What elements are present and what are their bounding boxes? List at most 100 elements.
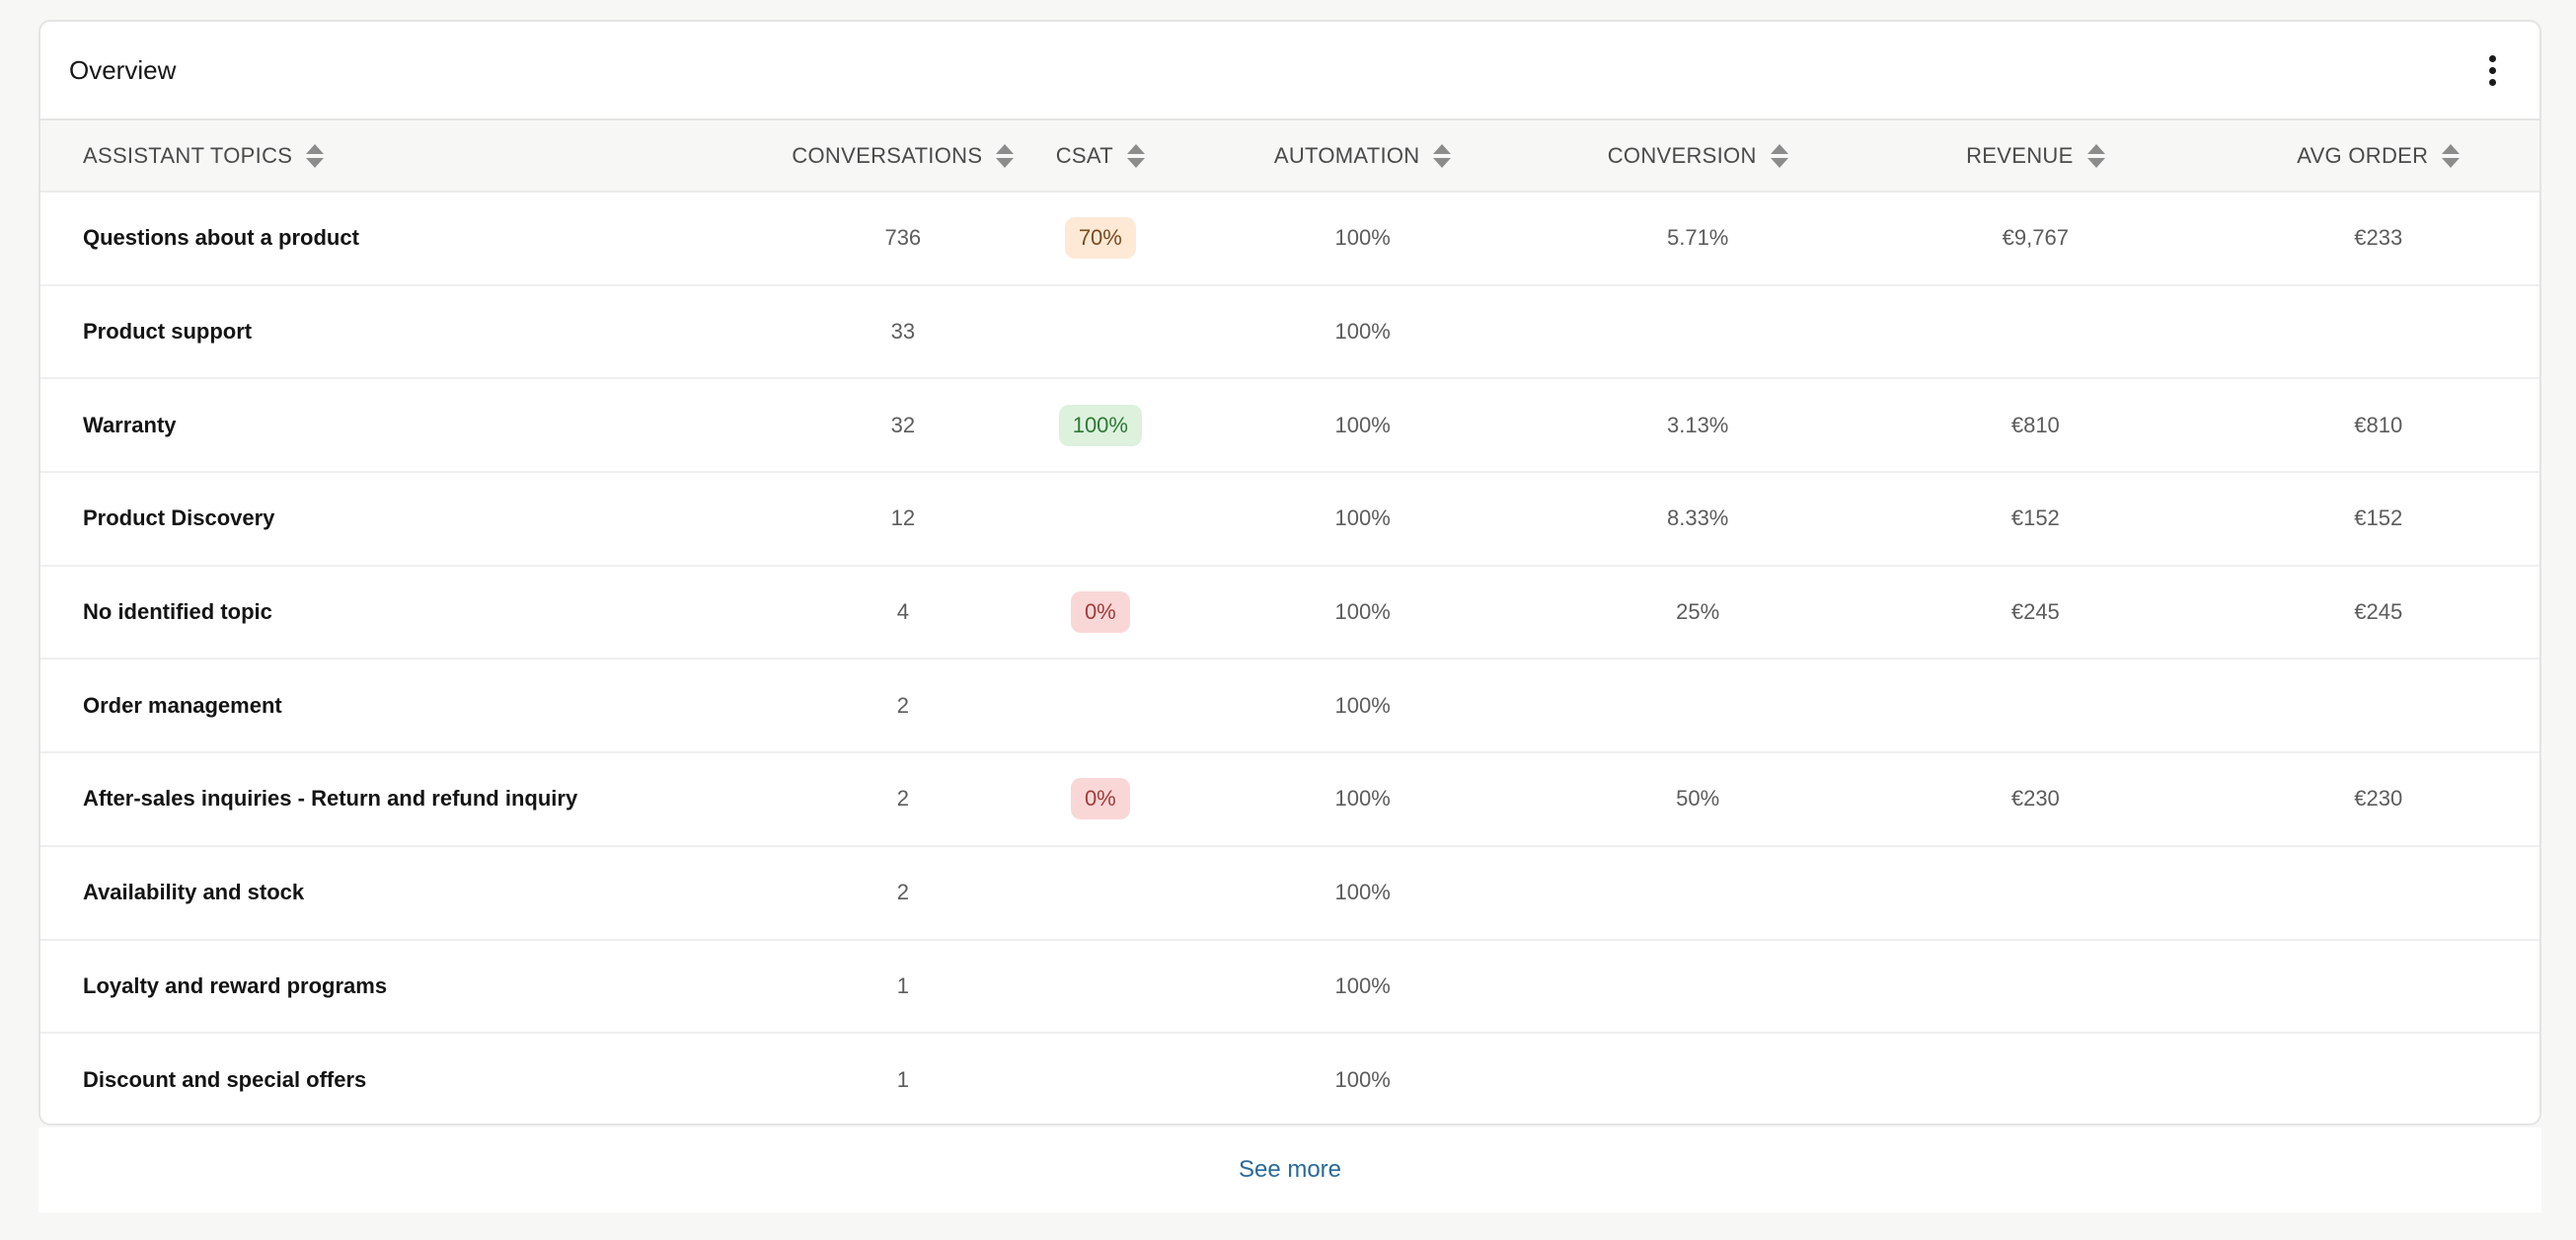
column-header-conversations[interactable]: CONVERSATIONS (789, 120, 1018, 192)
conversations-cell: 4 (896, 599, 909, 625)
table-row[interactable]: Order management 2 100% (40, 659, 2539, 753)
column-header-label: CONVERSION (1607, 142, 1757, 168)
sort-icon[interactable] (2442, 143, 2461, 168)
conversion-cell: 3.13% (1666, 412, 1729, 437)
column-header-label: AVG ORDER (2297, 142, 2429, 168)
conversion-cell (1542, 285, 1854, 379)
table-row[interactable]: Product support 33 100% (40, 285, 2539, 379)
table-row[interactable]: Product Discovery 12 100% 8.33% €152 €152 (40, 472, 2539, 566)
revenue-cell (1854, 846, 2217, 940)
revenue-cell (1854, 659, 2217, 752)
topic-cell: After-sales inquiries - Return and refun… (83, 786, 578, 812)
conversations-cell: 2 (896, 692, 909, 718)
conversion-cell: 25% (1676, 599, 1720, 625)
avg-order-cell (2218, 940, 2539, 1034)
automation-cell: 100% (1334, 412, 1391, 437)
conversion-cell (1542, 940, 1854, 1034)
column-header-inner: CONVERSION (1608, 143, 1788, 169)
column-header-assistant-topics[interactable]: ASSISTANT TOPICS (40, 120, 789, 192)
conversations-cell: 1 (896, 972, 909, 998)
conversations-cell: 2 (896, 880, 909, 905)
card-header: Overview (40, 22, 2539, 120)
automation-cell: 100% (1334, 880, 1391, 905)
table-row[interactable]: Discount and special offers 1 100% (40, 1033, 2539, 1124)
revenue-cell: €230 (2010, 786, 2060, 812)
automation-cell: 100% (1334, 599, 1391, 625)
column-header-revenue[interactable]: REVENUE (1854, 120, 2217, 192)
column-header-inner: AUTOMATION (1274, 143, 1452, 169)
automation-cell: 100% (1334, 1067, 1391, 1093)
automation-cell: 100% (1334, 972, 1391, 998)
topic-cell: Order management (83, 692, 282, 718)
revenue-cell: €9,767 (2002, 225, 2069, 251)
conversion-cell: 8.33% (1666, 505, 1729, 531)
avg-order-cell (2218, 1033, 2539, 1124)
column-header-label: ASSISTANT TOPICS (83, 142, 293, 168)
conversion-cell (1542, 846, 1854, 940)
csat-cell (1018, 1033, 1183, 1124)
column-header-inner: REVENUE (1966, 142, 2105, 169)
csat-cell: 0% (1018, 566, 1183, 659)
card-title: Overview (69, 54, 177, 85)
topic-cell: Loyalty and reward programs (83, 972, 388, 998)
see-more-link[interactable]: See more (1238, 1156, 1342, 1183)
topic-cell: Product support (83, 319, 253, 345)
table-header-row: ASSISTANT TOPICS CONVERSATIONS CSAT AUTOMAT… (40, 120, 2539, 192)
csat-cell (1018, 472, 1183, 566)
csat-cell (1018, 846, 1183, 940)
sort-icon[interactable] (1433, 143, 1452, 168)
conversion-cell (1542, 659, 1854, 752)
topics-table: ASSISTANT TOPICS CONVERSATIONS CSAT AUTOMAT… (40, 120, 2539, 1124)
column-header-conversion[interactable]: CONVERSION (1542, 120, 1854, 192)
avg-order-cell (2218, 659, 2539, 752)
table-footer: See more (38, 1127, 2541, 1212)
automation-cell: 100% (1334, 786, 1391, 812)
column-header-inner: CSAT (1056, 143, 1145, 169)
column-header-automation[interactable]: AUTOMATION (1183, 120, 1542, 192)
sort-icon[interactable] (2086, 143, 2105, 168)
table-row[interactable]: Loyalty and reward programs 1 100% (40, 940, 2539, 1034)
table-row[interactable]: No identified topic 4 0% 100% 25% €245 €245 (40, 566, 2539, 659)
table-row[interactable]: Questions about a product 736 70% 100% 5.71%… (40, 192, 2539, 285)
revenue-cell: €152 (2010, 505, 2060, 531)
topic-cell: Questions about a product (83, 225, 359, 251)
column-header-avg-order[interactable]: AVG ORDER (2218, 120, 2539, 192)
csat-cell (1018, 940, 1183, 1034)
csat-cell: 100% (1018, 378, 1183, 472)
column-header-label: CONVERSATIONS (792, 142, 983, 168)
conversion-cell: 5.71% (1666, 225, 1729, 251)
table-row[interactable]: After-sales inquiries - Return and refun… (40, 752, 2539, 846)
revenue-cell: €245 (2010, 599, 2060, 625)
kebab-vertical-icon[interactable] (2472, 50, 2512, 90)
sort-icon[interactable] (306, 143, 325, 168)
column-header-csat[interactable]: CSAT (1018, 120, 1183, 192)
sort-icon[interactable] (996, 143, 1015, 168)
topic-cell: Product Discovery (83, 505, 275, 531)
conversion-cell: 50% (1676, 786, 1720, 812)
topic-cell: No identified topic (83, 599, 272, 625)
table-row[interactable]: Warranty 32 100% 100% 3.13% €810 €810 (40, 378, 2539, 473)
automation-cell: 100% (1334, 319, 1391, 345)
csat-cell (1018, 285, 1183, 379)
csat-cell: 0% (1018, 752, 1183, 846)
column-header-label: REVENUE (1966, 142, 2074, 168)
sort-icon[interactable] (1770, 143, 1788, 168)
avg-order-cell: €245 (2354, 599, 2403, 625)
table-row[interactable]: Availability and stock 2 100% (40, 846, 2539, 940)
conversations-cell: 32 (890, 412, 916, 437)
conversations-cell: 2 (896, 786, 909, 812)
avg-order-cell: €230 (2354, 786, 2403, 812)
overview-card: Overview ASSISTANT TOPICS CONVERSATIONS CS… (38, 20, 2541, 1125)
csat-cell (1018, 659, 1183, 752)
topic-cell: Warranty (83, 412, 177, 437)
avg-order-cell: €152 (2354, 505, 2403, 531)
avg-order-cell (2218, 846, 2539, 940)
column-header-inner: CONVERSATIONS (792, 142, 1015, 169)
column-header-label: CSAT (1055, 142, 1113, 168)
column-header-label: AUTOMATION (1273, 142, 1420, 168)
csat-cell: 70% (1018, 192, 1183, 285)
sort-icon[interactable] (1126, 143, 1145, 168)
table-body: Questions about a product 736 70% 100% 5.71%… (40, 192, 2539, 1124)
conversations-cell: 1 (896, 1067, 909, 1093)
automation-cell: 100% (1334, 505, 1391, 531)
